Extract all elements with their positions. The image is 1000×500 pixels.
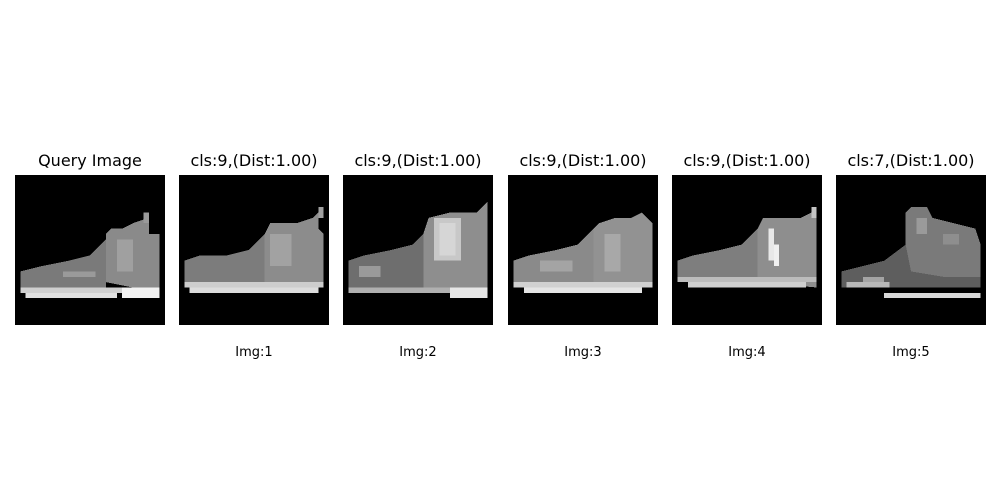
result-image xyxy=(508,175,658,325)
result-image xyxy=(343,175,493,325)
query-image xyxy=(15,175,165,325)
result-caption: Img:4 xyxy=(728,345,766,360)
query-title: Query Image xyxy=(38,151,142,170)
result-title: cls:7,(Dist:1.00) xyxy=(847,151,975,170)
result-caption: Img:1 xyxy=(235,345,273,360)
result-title: cls:9,(Dist:1.00) xyxy=(354,151,482,170)
result-panel-5: cls:7,(Dist:1.00) Img:5 xyxy=(836,150,986,365)
result-caption: Img:2 xyxy=(399,345,437,360)
result-image xyxy=(672,175,822,325)
result-panel-2: cls:9,(Dist:1.00) Img:2 xyxy=(343,150,493,365)
result-panel-4: cls:9,(Dist:1.00) Img:4 xyxy=(672,150,822,365)
result-image xyxy=(836,175,986,325)
result-image xyxy=(179,175,329,325)
result-title: cls:9,(Dist:1.00) xyxy=(519,151,647,170)
result-title: cls:9,(Dist:1.00) xyxy=(190,151,318,170)
result-panel-1: cls:9,(Dist:1.00) Img:1 xyxy=(179,150,329,365)
query-panel: Query Image xyxy=(15,150,165,365)
result-title: cls:9,(Dist:1.00) xyxy=(683,151,811,170)
result-caption: Img:5 xyxy=(892,345,930,360)
result-panel-3: cls:9,(Dist:1.00) Img:3 xyxy=(508,150,658,365)
result-caption: Img:3 xyxy=(564,345,602,360)
